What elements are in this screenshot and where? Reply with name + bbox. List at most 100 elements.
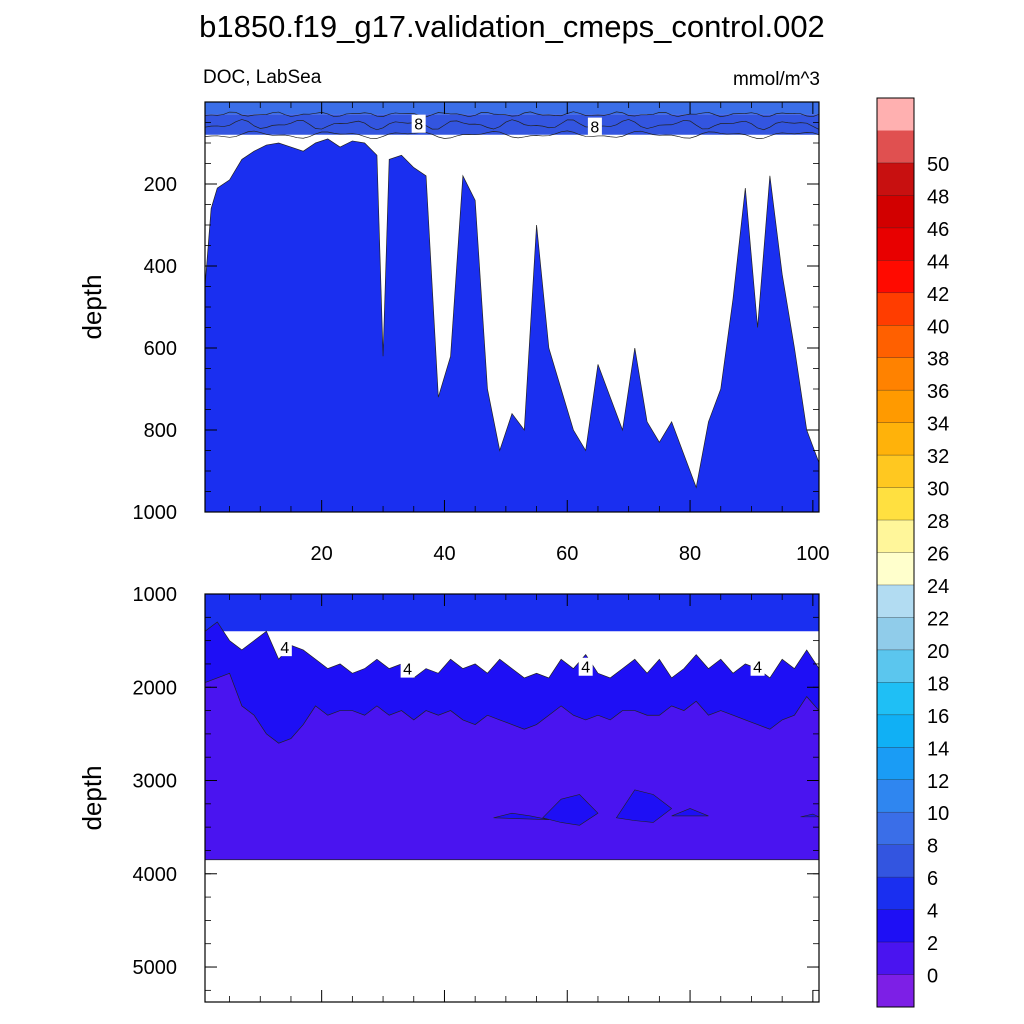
colorbar: 5048464442403836343230282624222018161412… bbox=[876, 97, 949, 1008]
colorbar-label: 40 bbox=[927, 316, 949, 338]
colorbar-label: 26 bbox=[927, 544, 949, 566]
contour-label-text: 4 bbox=[280, 640, 289, 657]
contour-label: 8 bbox=[587, 117, 602, 137]
colorbar-label: 24 bbox=[927, 576, 949, 598]
top-units-label: mmol/m^3 bbox=[733, 69, 820, 90]
y-tick-label: 400 bbox=[144, 256, 177, 278]
colorbar-swatch bbox=[877, 877, 914, 910]
colorbar-label: 48 bbox=[927, 186, 949, 208]
x-tick-label: 60 bbox=[556, 543, 578, 565]
colorbar-swatch bbox=[877, 909, 914, 943]
colorbar-swatch bbox=[877, 812, 914, 845]
x-tick-label: 20 bbox=[311, 543, 333, 565]
x-tick-label: 100 bbox=[796, 543, 829, 565]
colorbar-swatch bbox=[877, 682, 914, 715]
contour-label: 8 bbox=[411, 114, 426, 134]
colorbar-label: 2 bbox=[927, 933, 938, 955]
colorbar-swatch bbox=[877, 325, 914, 358]
contour-line bbox=[204, 138, 820, 489]
colorbar-swatch bbox=[877, 617, 914, 650]
contour-line bbox=[204, 672, 820, 744]
colorbar-label: 0 bbox=[927, 966, 938, 988]
colorbar-swatch bbox=[877, 195, 914, 228]
contour-patch bbox=[542, 794, 599, 826]
y-tick-label: 200 bbox=[144, 174, 177, 196]
colorbar-swatch bbox=[877, 292, 914, 326]
y-tick-label: 4000 bbox=[133, 864, 178, 886]
colorbar-label: 16 bbox=[927, 706, 949, 728]
y-tick-label: 2000 bbox=[133, 677, 178, 699]
contour-label: 4 bbox=[578, 657, 593, 677]
contour-line bbox=[204, 130, 820, 139]
colorbar-swatch bbox=[877, 162, 914, 196]
y-tick-label: 800 bbox=[144, 420, 177, 442]
figure-title: b1850.f19_g17.validation_cmeps_control.0… bbox=[199, 9, 825, 44]
colorbar-label: 38 bbox=[927, 349, 949, 371]
top-axes: 200 400 600 800 1000 20 40 60 80 100 bbox=[133, 101, 830, 565]
x-tick-label: 80 bbox=[679, 543, 701, 565]
contour-label-text: 4 bbox=[581, 660, 590, 677]
y-tick-label: 3000 bbox=[133, 771, 178, 793]
contour-label-text: 4 bbox=[403, 662, 412, 679]
colorbar-swatch bbox=[877, 487, 914, 521]
colorbar-swatch bbox=[877, 974, 914, 1007]
colorbar-label: 34 bbox=[927, 414, 949, 436]
contour-label-bg bbox=[411, 114, 426, 133]
colorbar-swatch bbox=[877, 227, 914, 261]
colorbar-swatch bbox=[877, 455, 914, 488]
colorbar-swatch bbox=[877, 714, 914, 748]
colorbar-label: 50 bbox=[927, 154, 949, 176]
contour-label: 4 bbox=[750, 657, 765, 677]
y-tick-label: 600 bbox=[144, 338, 177, 360]
colorbar-label: 46 bbox=[927, 219, 949, 241]
contour-label-text: 4 bbox=[753, 660, 762, 677]
colorbar-label: 6 bbox=[927, 868, 938, 890]
colorbar-swatch bbox=[877, 584, 914, 618]
bottom-panel: depth 4 4 4 4 1000 2000 3000 4000 5000 bbox=[77, 584, 820, 1003]
colorbar-label: 14 bbox=[927, 738, 949, 760]
contour-patch bbox=[493, 812, 549, 820]
colorbar-label: 10 bbox=[927, 803, 949, 825]
contour-line bbox=[204, 621, 820, 679]
colorbar-swatch bbox=[877, 520, 914, 553]
colorbar-label: 12 bbox=[927, 771, 949, 793]
colorbar-swatch bbox=[877, 357, 914, 391]
colorbar-label: 22 bbox=[927, 608, 949, 630]
colorbar-swatch bbox=[877, 98, 914, 131]
contour-label-bg bbox=[277, 638, 292, 657]
contour-label-bg bbox=[750, 657, 765, 676]
colorbar-swatch bbox=[877, 260, 914, 293]
y-tick-label: 5000 bbox=[133, 957, 178, 979]
contour-label-bg bbox=[578, 657, 593, 676]
y-tick-label: 1000 bbox=[133, 584, 178, 606]
colorbar-swatch bbox=[877, 552, 914, 585]
colorbar-swatch bbox=[877, 649, 914, 683]
colorbar-label: 20 bbox=[927, 641, 949, 663]
contour-label: 4 bbox=[277, 638, 292, 657]
contour-label-bg bbox=[587, 117, 602, 136]
contour-line bbox=[204, 119, 820, 131]
colorbar-label: 42 bbox=[927, 284, 949, 306]
colorbar-swatch bbox=[877, 747, 914, 780]
contour-line bbox=[204, 111, 820, 118]
contour-label: 4 bbox=[400, 659, 415, 679]
colorbar-label: 30 bbox=[927, 479, 949, 501]
contour-region-surface bbox=[205, 102, 819, 115]
colorbar-label: 28 bbox=[927, 511, 949, 533]
colorbar-swatch bbox=[877, 844, 914, 878]
bottom-axes: 1000 2000 3000 4000 5000 bbox=[133, 584, 819, 1002]
colorbar-swatch bbox=[877, 942, 914, 975]
colorbar-swatch bbox=[877, 390, 914, 423]
x-tick-label: 40 bbox=[433, 543, 455, 565]
contour-label-text: 8 bbox=[590, 120, 599, 137]
colorbar-label: 36 bbox=[927, 381, 949, 403]
bottom-plot-frame bbox=[204, 593, 820, 1003]
contour-region-upper bbox=[205, 114, 819, 135]
colorbar-label: 8 bbox=[927, 836, 938, 858]
y-tick-label: 1000 bbox=[133, 502, 178, 524]
contour-patch bbox=[671, 808, 709, 817]
contour-patch bbox=[615, 789, 673, 823]
